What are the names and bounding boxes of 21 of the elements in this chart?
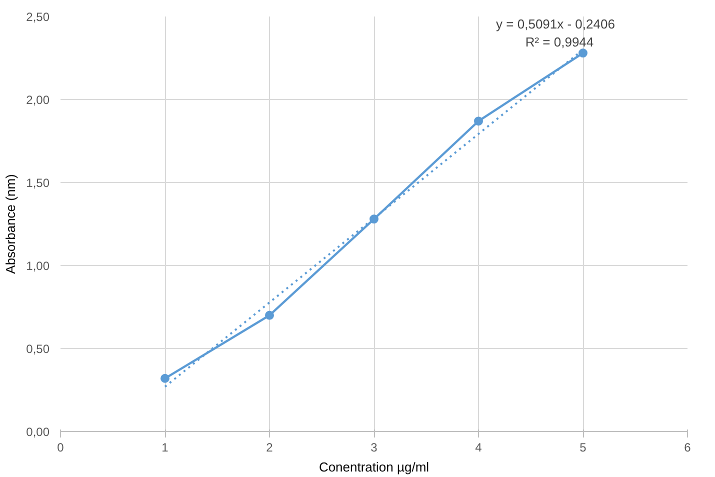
x-tick-label: 5 xyxy=(580,440,587,454)
point xyxy=(160,374,170,383)
y-tick-label: 0,50 xyxy=(26,342,50,356)
y-tick-label: 2,50 xyxy=(26,10,50,24)
y-tick-label: 1,50 xyxy=(26,176,50,190)
y-tick-label: 0,00 xyxy=(26,425,50,439)
point xyxy=(578,48,588,58)
x-tick-label: 0 xyxy=(57,440,64,454)
y-tick-label: 1,00 xyxy=(26,259,50,273)
x-tick-label: 1 xyxy=(162,440,169,454)
x-tick-label: 2 xyxy=(266,440,274,454)
annotation: R² = 0,9944 xyxy=(525,34,594,50)
point xyxy=(474,116,483,126)
x-tick-label: 4 xyxy=(475,440,482,454)
x-axis-title: Conentration µg/ml xyxy=(318,460,430,474)
point xyxy=(265,310,274,320)
x-tick-label: 3 xyxy=(370,440,378,454)
y-axis-title: Absorbance (nm) xyxy=(3,174,18,274)
y-tick-label: 2,00 xyxy=(26,93,50,107)
annotation: y = 0,5091x - 0,2406 xyxy=(496,16,615,32)
x-tick-label: 6 xyxy=(684,440,692,454)
